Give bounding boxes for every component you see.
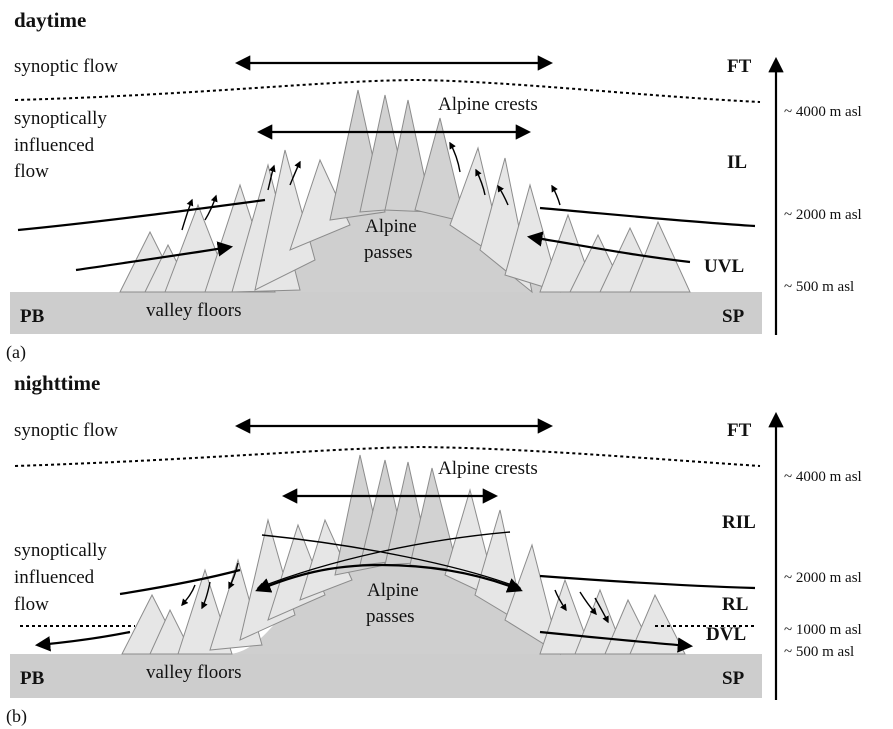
region-left-label: PB [20,306,45,327]
il-boundary-right [539,206,756,228]
pass-flow-arc [255,563,523,593]
alpine-passes-label-2: passes [366,606,415,627]
ft-boundary-dashed [14,78,761,103]
region-right-label: SP [722,306,745,327]
influenced-flow-label-1: synoptically [14,540,107,561]
alpine-passes-label-2: passes [364,242,413,263]
slope-wind-arrows [181,562,609,624]
ril-boundary-right [539,574,756,590]
panel-label-a: (a) [6,342,26,363]
valley-floors-label: valley floors [146,300,242,321]
slope-wind-arrows [181,141,561,231]
valley-floors-label: valley floors [146,662,242,683]
ground-base [10,292,762,334]
influenced-flow-label-3: flow [14,594,49,615]
altitude-2000-label: ~ 2000 m asl [784,207,862,223]
layer-il-label: IL [727,152,747,173]
alpine-passes-label-1: Alpine [365,216,417,237]
ril-boundary-left [119,568,241,596]
alpine-passes-label-1: Alpine [367,580,419,601]
downvalley-flow-left [34,630,131,652]
altitude-2000-label: ~ 2000 m asl [784,570,862,586]
influenced-flow-label-1: synoptically [14,108,107,129]
altitude-4000-label: ~ 4000 m asl [784,104,862,120]
panel-title: daytime [14,8,86,32]
alpine-crests-label: Alpine crests [438,458,538,479]
downvalley-flow-right [539,630,694,653]
region-left-label: PB [20,668,45,689]
panel-daytime: daytime synoptic flow synoptically influ… [6,8,862,363]
layer-ril-label: RIL [722,512,756,533]
synoptic-flow-label: synoptic flow [14,420,118,441]
ft-boundary-dashed [14,445,761,467]
layer-ft-label: FT [727,420,752,441]
panel-title: nighttime [14,371,100,395]
altitude-1000-label: ~ 1000 m asl [784,622,862,638]
layer-rl-label: RL [722,594,748,615]
mountain-peaks [119,89,691,294]
region-right-label: SP [722,668,745,689]
upvalley-flow-left [75,241,234,272]
panel-label-b: (b) [6,706,27,727]
alpine-crests-label: Alpine crests [438,94,538,115]
layer-uvl-label: UVL [704,256,744,277]
upvalley-flow-right [526,231,691,264]
influenced-flow-label-2: influenced [14,135,95,156]
altitude-500-label: ~ 500 m asl [784,279,854,295]
influenced-flow-label-2: influenced [14,567,95,588]
influenced-flow-label-3: flow [14,161,49,182]
synoptic-flow-label: synoptic flow [14,56,118,77]
altitude-4000-label: ~ 4000 m asl [784,469,862,485]
altitude-500-label: ~ 500 m asl [784,644,854,660]
pass-flow-crossing-2 [256,531,511,590]
ground-base [10,654,762,698]
panel-nighttime: nighttime synoptic flow synoptically inf… [6,371,862,727]
il-boundary-left [17,198,266,232]
layer-dvl-label: DVL [706,624,746,645]
layer-ft-label: FT [727,56,752,77]
